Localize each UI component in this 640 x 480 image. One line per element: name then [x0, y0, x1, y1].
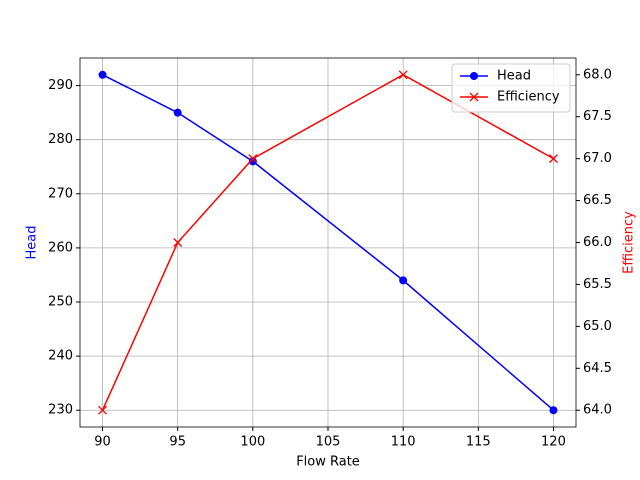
y2-tick-label: 65.5	[583, 277, 612, 292]
x-tick-label: 95	[169, 435, 186, 450]
x-tick-label: 105	[316, 435, 341, 450]
y2-tick-label: 67.0	[583, 151, 612, 166]
data-point	[549, 406, 558, 415]
legend-label: Head	[497, 69, 531, 84]
x-tick-label: 120	[541, 435, 566, 450]
plot-frame	[79, 57, 577, 428]
y-tick-label: 280	[48, 132, 73, 147]
x-axis-label: Flow Rate	[296, 455, 360, 470]
y2-tick-label: 65.0	[583, 319, 612, 334]
y-axis-label: Head	[25, 226, 40, 260]
data-point-shape	[173, 238, 183, 247]
y2-tick-label: 64.0	[583, 403, 612, 418]
y-tick-label: 270	[48, 186, 73, 201]
data-point-shape	[398, 70, 408, 80]
x-tick-label: 90	[94, 435, 111, 450]
data-point	[173, 238, 183, 247]
y2-axis-label: Efficiency	[622, 211, 637, 274]
legend: Head Efficiency	[451, 63, 571, 113]
y-tick-label: 290	[48, 78, 73, 93]
legend-marker	[469, 92, 479, 102]
data-point-shape	[248, 154, 258, 164]
legend-marker	[470, 72, 478, 80]
data-point	[98, 405, 108, 415]
y2-tick-label: 64.5	[583, 361, 612, 376]
data-point-shape	[98, 405, 108, 415]
data-point-shape	[548, 154, 558, 164]
data-point	[548, 154, 558, 164]
legend-marker-shape	[469, 92, 479, 102]
data-point	[248, 157, 257, 166]
y2-tick-label: 66.0	[583, 235, 612, 250]
x-tick-label: 115	[466, 435, 491, 450]
data-point	[248, 154, 258, 164]
y-tick-label: 230	[48, 403, 73, 418]
y-tick-label: 240	[48, 349, 73, 364]
y-tick-label: 250	[48, 295, 73, 310]
y-tick-label: 260	[48, 240, 73, 255]
y2-tick-label: 67.5	[583, 109, 612, 124]
x-tick-label: 100	[240, 435, 265, 450]
data-point	[173, 108, 182, 117]
data-point	[399, 276, 408, 285]
y2-tick-label: 68.0	[583, 67, 612, 82]
y2-tick-label: 66.5	[583, 193, 612, 208]
data-point	[98, 70, 107, 79]
data-point	[398, 70, 408, 80]
x-tick-label: 110	[391, 435, 416, 450]
legend-label: Efficiency	[497, 90, 560, 105]
